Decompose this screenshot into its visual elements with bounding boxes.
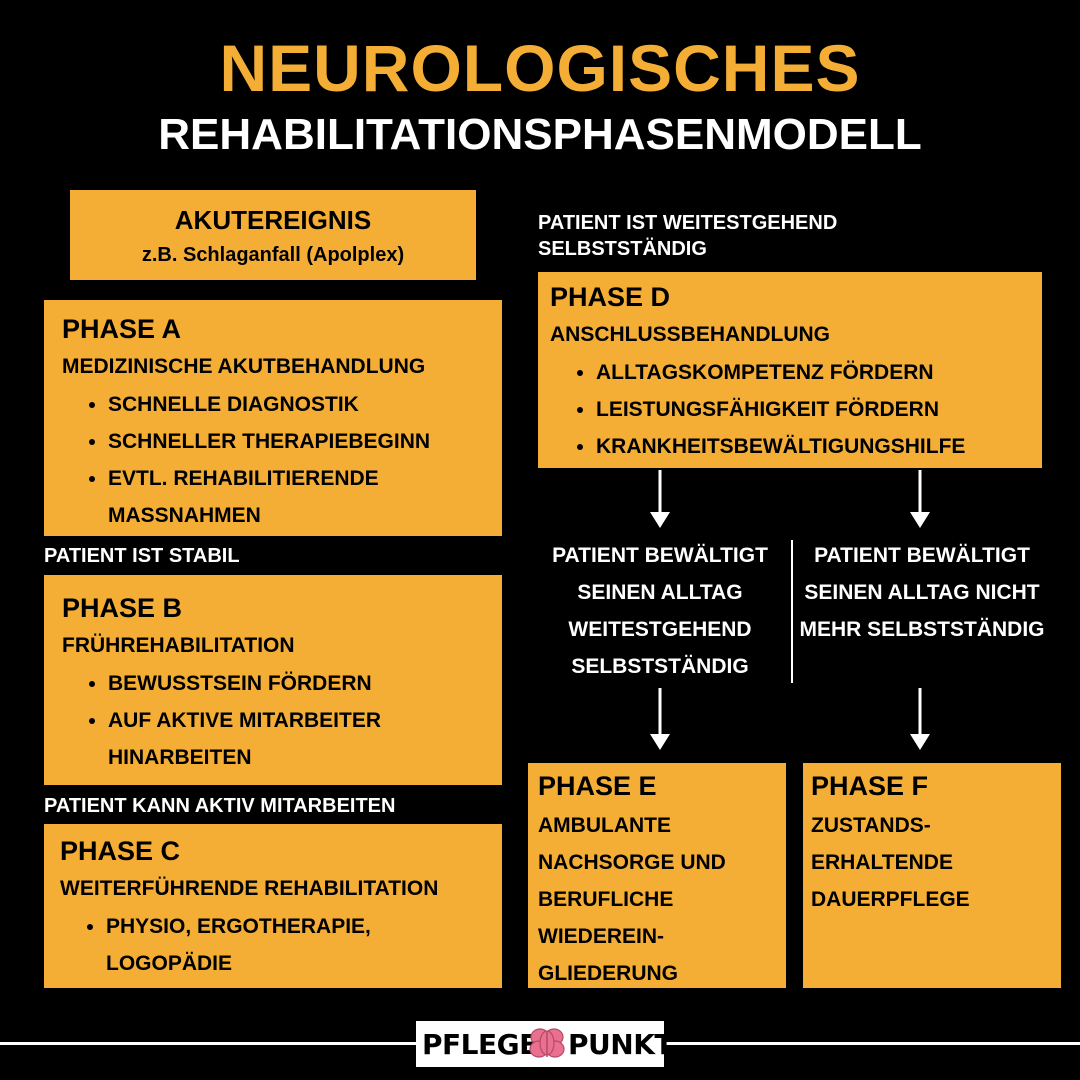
phase-c-subtitle: WEITERFÜHRENDE REHABILITATION bbox=[60, 877, 439, 900]
arrow-down-icon bbox=[910, 688, 930, 750]
akutereignis-box: AKUTEREIGNIS z.B. Schlaganfall (Apolplex… bbox=[70, 190, 476, 280]
title-line-2: REHABILITATIONSPHASENMODELL bbox=[158, 110, 922, 159]
list-item: ALLTAGSKOMPETENZ FÖRDERN bbox=[596, 354, 1042, 391]
logo-left-text: PFLEGE bbox=[422, 1028, 538, 1061]
arrow-down-icon bbox=[650, 688, 670, 750]
akutereignis-title: AKUTEREIGNIS bbox=[174, 205, 372, 235]
label-patient-active: PATIENT KANN AKTIV MITARBEITEN bbox=[44, 795, 396, 817]
phase-c-title: PHASE C bbox=[60, 836, 181, 866]
arrow-down-icon bbox=[910, 470, 930, 528]
phase-d-list: ALLTAGSKOMPETENZ FÖRDERN LEISTUNGSFÄHIGK… bbox=[550, 354, 1042, 465]
phase-c-list: PHYSIO, ERGOTHERAPIE, LOGOPÄDIE bbox=[60, 908, 502, 982]
phase-d-box: PHASE D ANSCHLUSSBEHANDLUNG ALLTAGSKOMPE… bbox=[538, 272, 1042, 468]
list-item: KRANKHEITSBEWÄLTIGUNGSHILFE bbox=[596, 428, 1042, 465]
branch-left-text: PATIENT BEWÄLTIGT SEINEN ALLTAG WEITESTG… bbox=[552, 544, 768, 678]
phase-a-subtitle: MEDIZINISCHE AKUTBEHANDLUNG bbox=[62, 355, 426, 378]
phase-f-title: PHASE F bbox=[811, 771, 929, 801]
phase-d-title: PHASE D bbox=[550, 282, 671, 312]
list-item: EVTL. REHABILITIERENDE MASSNAHMEN bbox=[108, 460, 502, 534]
logo-right-text: PUNKT bbox=[568, 1028, 674, 1061]
label-patient-stable: PATIENT IST STABIL bbox=[44, 545, 240, 567]
list-item: AUF AKTIVE MITARBEITER HINARBEITEN bbox=[108, 702, 502, 776]
phase-b-title: PHASE B bbox=[62, 593, 183, 623]
label-patient-independent: PATIENT IST WEITESTGEHEND SELBSTSTÄNDIG bbox=[538, 212, 838, 260]
phase-e-box: PHASE E AMBULANTE NACHSORGE UND BERUFLIC… bbox=[528, 763, 786, 988]
list-item: LEISTUNGSFÄHIGKEIT FÖRDERN bbox=[596, 391, 1042, 428]
list-item: BEWUSSTSEIN FÖRDERN bbox=[108, 665, 502, 702]
phase-f-box: PHASE F ZUSTANDS- ERHALTENDE DAUERPFLEGE bbox=[803, 763, 1061, 988]
phase-b-list: BEWUSSTSEIN FÖRDERN AUF AKTIVE MITARBEIT… bbox=[62, 665, 502, 776]
akutereignis-subtitle: z.B. Schlaganfall (Apolplex) bbox=[141, 244, 405, 266]
phase-a-list: SCHNELLE DIAGNOSTIK SCHNELLER THERAPIEBE… bbox=[62, 386, 502, 534]
branch-right-text: PATIENT BEWÄLTIGT SEINEN ALLTAG NICHT ME… bbox=[799, 544, 1045, 641]
arrow-down-icon bbox=[650, 470, 670, 528]
list-item: PHYSIO, ERGOTHERAPIE, LOGOPÄDIE bbox=[106, 908, 502, 982]
pflegepunkt-logo: PFLEGE PUNKT bbox=[416, 1021, 674, 1067]
list-item: SCHNELLE DIAGNOSTIK bbox=[108, 386, 502, 423]
phase-a-box: PHASE A MEDIZINISCHE AKUTBEHANDLUNG SCHN… bbox=[44, 300, 502, 536]
phase-c-box: PHASE C WEITERFÜHRENDE REHABILITATION PH… bbox=[44, 824, 502, 988]
list-item: SCHNELLER THERAPIEBEGINN bbox=[108, 423, 502, 460]
brain-icon bbox=[529, 1028, 565, 1058]
phase-e-body: AMBULANTE NACHSORGE UND BERUFLICHE WIEDE… bbox=[538, 814, 726, 985]
phase-f-body: ZUSTANDS- ERHALTENDE DAUERPFLEGE bbox=[811, 814, 970, 911]
phase-b-subtitle: FRÜHREHABILITATION bbox=[62, 634, 295, 657]
phase-e-title: PHASE E bbox=[538, 771, 657, 801]
phase-a-title: PHASE A bbox=[62, 314, 182, 344]
phase-d-subtitle: ANSCHLUSSBEHANDLUNG bbox=[550, 323, 831, 346]
phase-b-box: PHASE B FRÜHREHABILITATION BEWUSSTSEIN F… bbox=[44, 575, 502, 785]
title-line-1: NEUROLOGISCHES bbox=[219, 31, 861, 105]
